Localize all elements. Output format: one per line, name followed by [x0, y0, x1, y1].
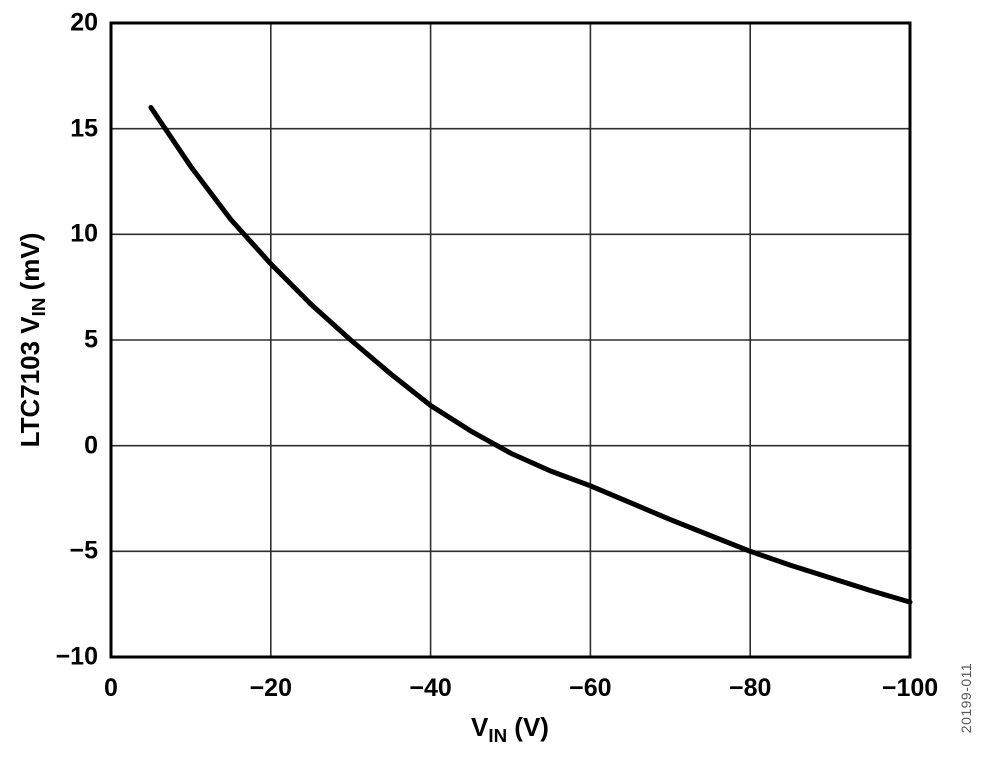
x-tick-label: −60: [569, 674, 612, 702]
y-axis-title-subscript: IN: [28, 297, 50, 317]
plot-border: [109, 21, 912, 659]
x-axis-title-suffix: (V): [507, 712, 549, 742]
y-tick-label: 15: [70, 114, 98, 143]
y-tick-label: 10: [70, 219, 98, 248]
x-axis-title: VIN (V): [471, 712, 549, 745]
y-tick-label: 20: [70, 8, 98, 37]
figure-number-watermark: 20199-011: [958, 662, 974, 734]
data-curve: [148, 105, 913, 605]
x-axis-title-subscript: IN: [488, 725, 508, 747]
y-tick-label: −10: [55, 642, 98, 671]
x-tick-label: 0: [104, 674, 118, 702]
y-tick-label: 0: [84, 431, 98, 460]
x-tick-label: −20: [249, 674, 293, 702]
y-tick-label: −5: [69, 536, 98, 565]
x-tick-label: −40: [409, 674, 452, 702]
y-tick-label: 5: [84, 325, 98, 354]
x-tick-label: −80: [728, 674, 772, 702]
x-tick-label: −100: [881, 674, 939, 702]
x-axis-title-prefix: V: [471, 712, 489, 742]
